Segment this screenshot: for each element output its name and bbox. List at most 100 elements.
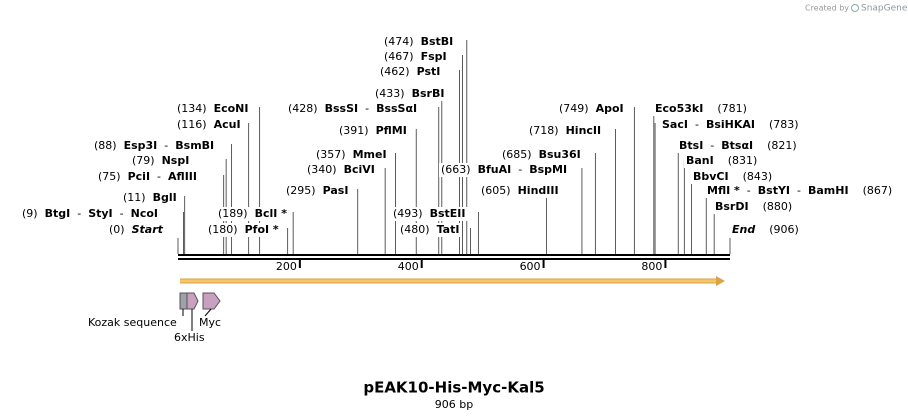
label-bg — [382, 50, 449, 64]
site-position: (433) — [375, 87, 405, 100]
leader — [204, 308, 212, 317]
site-label: (480) TatI — [400, 223, 459, 236]
site-position: (189) — [218, 207, 248, 220]
enzyme-name: BtsI — [679, 139, 703, 152]
site-label: BbvCI (843) — [693, 170, 772, 183]
label-bg — [286, 102, 420, 116]
site-label: (295) PasI — [286, 184, 348, 197]
logo — [851, 4, 859, 12]
enzyme-name: BstYI — [758, 184, 790, 197]
site-label: (189) BclI * — [218, 207, 287, 220]
site-label: Eco53kI (781) — [655, 102, 747, 115]
enzyme-name: HincII — [566, 124, 602, 137]
site-position: (11) — [123, 191, 146, 204]
site-label: (749) ApoI — [559, 102, 624, 115]
enzyme-name: BssSI — [325, 102, 359, 115]
site-position: (75) — [98, 170, 121, 183]
site-position: (663) — [441, 163, 471, 176]
length: 906 bp — [435, 398, 473, 411]
enzyme-name: BanI — [686, 154, 714, 167]
site-label: (663) BfuAI - BspMI — [441, 163, 567, 176]
label-bg — [691, 170, 775, 184]
label-bg — [20, 207, 161, 221]
site-label: (391) PflMI — [339, 124, 407, 137]
his-feature — [186, 292, 199, 310]
enzyme-name: BglI — [153, 191, 177, 204]
label-bg — [175, 102, 251, 116]
separator: - — [710, 139, 714, 152]
credit-brand: SnapGene — [861, 4, 908, 14]
enzyme-name: PfoI * — [245, 223, 279, 236]
label-bg — [314, 148, 389, 162]
label-bg — [305, 163, 377, 177]
site-label: (467) FspI — [384, 50, 447, 63]
enzyme-name: ApoI — [596, 102, 624, 115]
site-position: (493) — [393, 207, 423, 220]
label-bg — [337, 124, 409, 138]
label-bg — [121, 191, 179, 205]
enzyme-name: BstBI — [421, 35, 454, 48]
label-bg — [391, 207, 468, 221]
enzyme-name: Bsu36I — [539, 148, 581, 161]
site-position: (88) — [94, 139, 117, 152]
label-bg — [439, 163, 570, 177]
site-label: (493) BstEII — [393, 207, 465, 220]
separator: - — [120, 207, 124, 220]
site-label: (134) EcoNI — [177, 102, 248, 115]
enzyme-name: BbvCI — [693, 170, 729, 183]
site-label: (180) PfoI * — [208, 223, 279, 236]
site-position: (295) — [286, 184, 316, 197]
feature-label: Kozak sequence — [88, 316, 177, 329]
separator: - — [164, 139, 168, 152]
enzyme-name: EcoNI — [214, 102, 249, 115]
enzyme-name: PflMI — [376, 124, 407, 137]
site-label: (462) PstI — [380, 65, 440, 78]
enzyme-name: BsmBI — [175, 139, 214, 152]
site-position: (781) — [717, 102, 747, 115]
enzyme-name: BtgI — [45, 207, 71, 220]
ruler-label: 600 — [520, 260, 541, 273]
enzyme-name: SacI — [662, 118, 688, 131]
site-position: (880) — [763, 200, 793, 213]
site-label: (9) BtgI - StyI - NcoI — [22, 207, 158, 220]
enzyme-name: PasI — [323, 184, 349, 197]
title: pEAK10-His-Myc-Kal5 — [363, 379, 544, 397]
enzyme-name: MmeI — [353, 148, 387, 161]
label-bg — [175, 118, 243, 132]
label-bg — [284, 184, 351, 198]
enzyme-name: StyI — [88, 207, 112, 220]
site-position: (428) — [288, 102, 318, 115]
label-bg — [500, 148, 583, 162]
site-position: (605) — [481, 184, 511, 197]
site-position: (480) — [400, 223, 430, 236]
site-label: MflI * - BstYI - BamHI (867) — [707, 184, 892, 197]
label-bg — [107, 223, 165, 237]
site-position: (906) — [769, 223, 799, 236]
credit-prefix: Created by — [805, 4, 849, 13]
label-bg — [382, 35, 456, 49]
label-bg — [216, 207, 289, 221]
separator: - — [797, 184, 801, 197]
site-position: (685) — [502, 148, 532, 161]
enzyme-name: BciVI — [344, 163, 375, 176]
enzyme-name: PstI — [417, 65, 441, 78]
enzyme-name: End — [732, 223, 755, 236]
enzyme-name: BtsαI — [721, 139, 753, 152]
site-label: BanI (831) — [686, 154, 757, 167]
site-label: (88) Esp3I - BsmBI — [94, 139, 214, 152]
label-bg — [130, 154, 192, 168]
label-bg — [527, 124, 604, 138]
site-label: (718) HincII — [529, 124, 601, 137]
enzyme-name: PciI — [128, 170, 150, 183]
enzyme-name: AcuI — [214, 118, 241, 131]
site-position: (474) — [384, 35, 414, 48]
separator: - — [77, 207, 81, 220]
enzyme-name: FspI — [421, 50, 447, 63]
label-bg — [705, 184, 895, 198]
enzyme-name: BamHI — [808, 184, 849, 197]
site-label: (75) PciI - AflIII — [98, 170, 197, 183]
site-position: (340) — [307, 163, 337, 176]
site-label: (357) MmeI — [316, 148, 387, 161]
enzyme-name: Start — [132, 223, 164, 236]
